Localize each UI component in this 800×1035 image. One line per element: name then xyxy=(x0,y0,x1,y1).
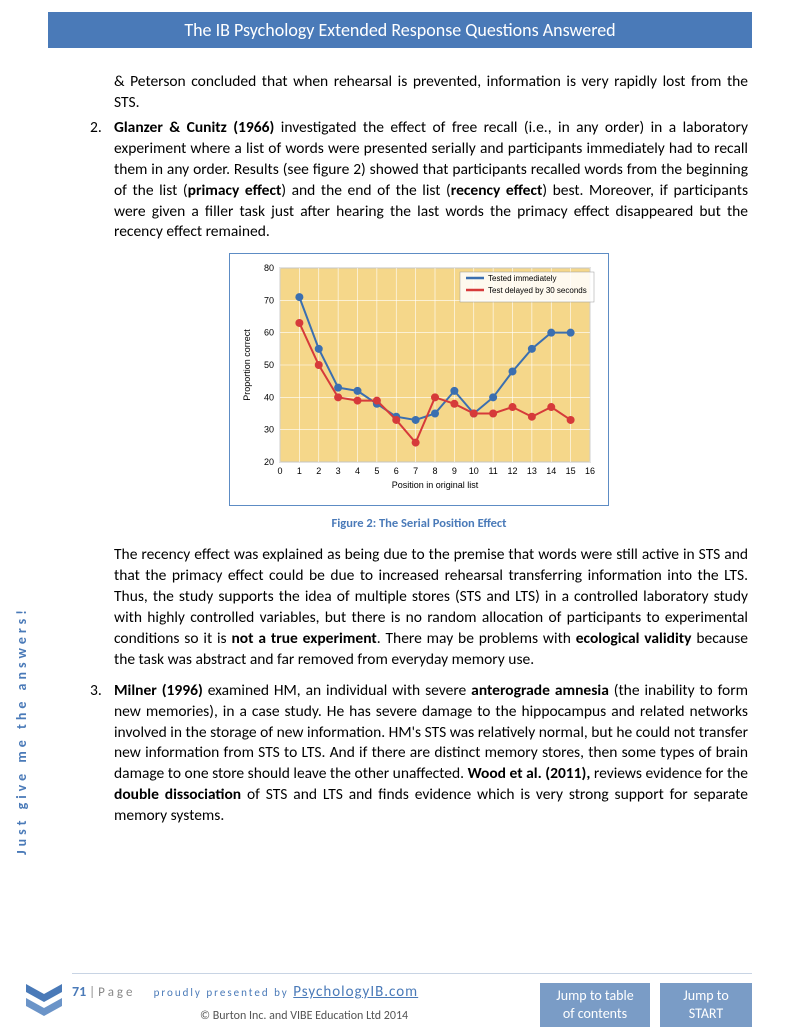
list-item-3: 3.Milner (1996) examined HM, an individu… xyxy=(90,681,748,827)
svg-text:6: 6 xyxy=(394,466,399,476)
amnesia-bold: anterograde amnesia xyxy=(471,681,609,700)
btn1-line2: of contents xyxy=(540,1005,650,1023)
sidebar-text: Just give me the answers! xyxy=(13,606,30,855)
t2: ) and the end of the list ( xyxy=(281,181,450,200)
content-area: & Peterson concluded that when rehearsal… xyxy=(90,72,748,837)
dd-bold: double dissociation xyxy=(114,785,241,804)
page-label: | P a g e xyxy=(86,985,132,1000)
presented-by: proudly presented by xyxy=(154,986,294,999)
paragraph-peterson: & Peterson concluded that when rehearsal… xyxy=(114,72,748,114)
svg-text:8: 8 xyxy=(432,466,437,476)
svg-text:Position in original list: Position in original list xyxy=(392,480,479,490)
glanzer-bold: Glanzer & Cunitz (1966) xyxy=(114,118,274,137)
chart-border: 01234567891011121314151620304050607080Po… xyxy=(229,253,609,506)
item-3-body: Milner (1996) examined HM, an individual… xyxy=(114,681,748,827)
svg-text:11: 11 xyxy=(488,466,497,476)
svg-text:13: 13 xyxy=(527,466,537,476)
svg-text:1: 1 xyxy=(297,466,302,476)
recency-bold: recency effect xyxy=(451,181,543,200)
btn2-line2: START xyxy=(660,1005,752,1023)
svg-text:30: 30 xyxy=(264,425,274,435)
svg-text:5: 5 xyxy=(374,466,379,476)
svg-text:70: 70 xyxy=(264,296,274,306)
svg-text:Proportion correct: Proportion correct xyxy=(242,329,252,401)
jump-start-button[interactable]: Jump to START xyxy=(660,983,752,1027)
header-title: The IB Psychology Extended Response Ques… xyxy=(184,19,615,41)
page-row: 71 | P a g e proudly presented by Psycho… xyxy=(72,983,418,1001)
wood-bold: Wood et al. (2011), xyxy=(468,764,591,783)
eco-bold: ecological validity xyxy=(576,629,692,648)
svg-text:15: 15 xyxy=(566,466,576,476)
milner-bold: Milner (1996) xyxy=(114,681,203,700)
not-true-bold: not a true experiment xyxy=(231,629,376,648)
item-number-3: 3. xyxy=(90,681,114,702)
jump-toc-button[interactable]: Jump to table of contents xyxy=(540,983,650,1027)
svg-text:20: 20 xyxy=(264,457,274,467)
svg-text:7: 7 xyxy=(413,466,418,476)
svg-text:14: 14 xyxy=(546,466,556,476)
primacy-bold: primacy effect xyxy=(188,181,282,200)
copyright: © Burton Inc. and VIBE Education Ltd 201… xyxy=(200,1009,408,1023)
item-2-body: Glanzer & Cunitz (1966) investigated the… xyxy=(114,118,748,244)
i3a: examined HM, an individual with severe xyxy=(203,681,471,700)
site-link[interactable]: PsychologyIB.com xyxy=(293,983,418,1001)
svg-text:4: 4 xyxy=(355,466,360,476)
chart-container: 01234567891011121314151620304050607080Po… xyxy=(229,253,609,533)
footer-divider xyxy=(72,973,752,974)
svg-text:9: 9 xyxy=(452,466,457,476)
svg-text:0: 0 xyxy=(277,466,282,476)
svg-text:12: 12 xyxy=(507,466,517,476)
chart-caption: Figure 2: The Serial Position Effect xyxy=(229,516,609,533)
list-item-2: 2.Glanzer & Cunitz (1966) investigated t… xyxy=(90,118,748,244)
svg-text:80: 80 xyxy=(264,263,274,273)
footer: 71 | P a g e proudly presented by Psycho… xyxy=(0,973,800,1035)
svg-text:60: 60 xyxy=(264,328,274,338)
svg-text:Tested immediately: Tested immediately xyxy=(488,274,556,283)
svg-text:40: 40 xyxy=(264,393,274,403)
p2b: . There may be problems with xyxy=(377,629,576,648)
svg-text:3: 3 xyxy=(336,466,341,476)
item-number: 2. xyxy=(90,118,114,139)
serial-position-chart: 01234567891011121314151620304050607080Po… xyxy=(236,260,600,492)
paragraph-explanation: The recency effect was explained as bein… xyxy=(114,545,748,671)
i3c: reviews evidence for the xyxy=(590,764,748,783)
svg-text:Test delayed by 30 seconds: Test delayed by 30 seconds xyxy=(488,286,587,295)
chevron-icon xyxy=(26,980,62,1025)
svg-text:10: 10 xyxy=(469,466,479,476)
svg-text:2: 2 xyxy=(316,466,321,476)
page-number: 71 xyxy=(72,983,86,1000)
btn2-line1: Jump to xyxy=(660,987,752,1005)
svg-text:50: 50 xyxy=(264,360,274,370)
svg-text:16: 16 xyxy=(585,466,595,476)
btn1-line1: Jump to table xyxy=(540,987,650,1005)
header-bar: The IB Psychology Extended Response Ques… xyxy=(48,12,752,48)
